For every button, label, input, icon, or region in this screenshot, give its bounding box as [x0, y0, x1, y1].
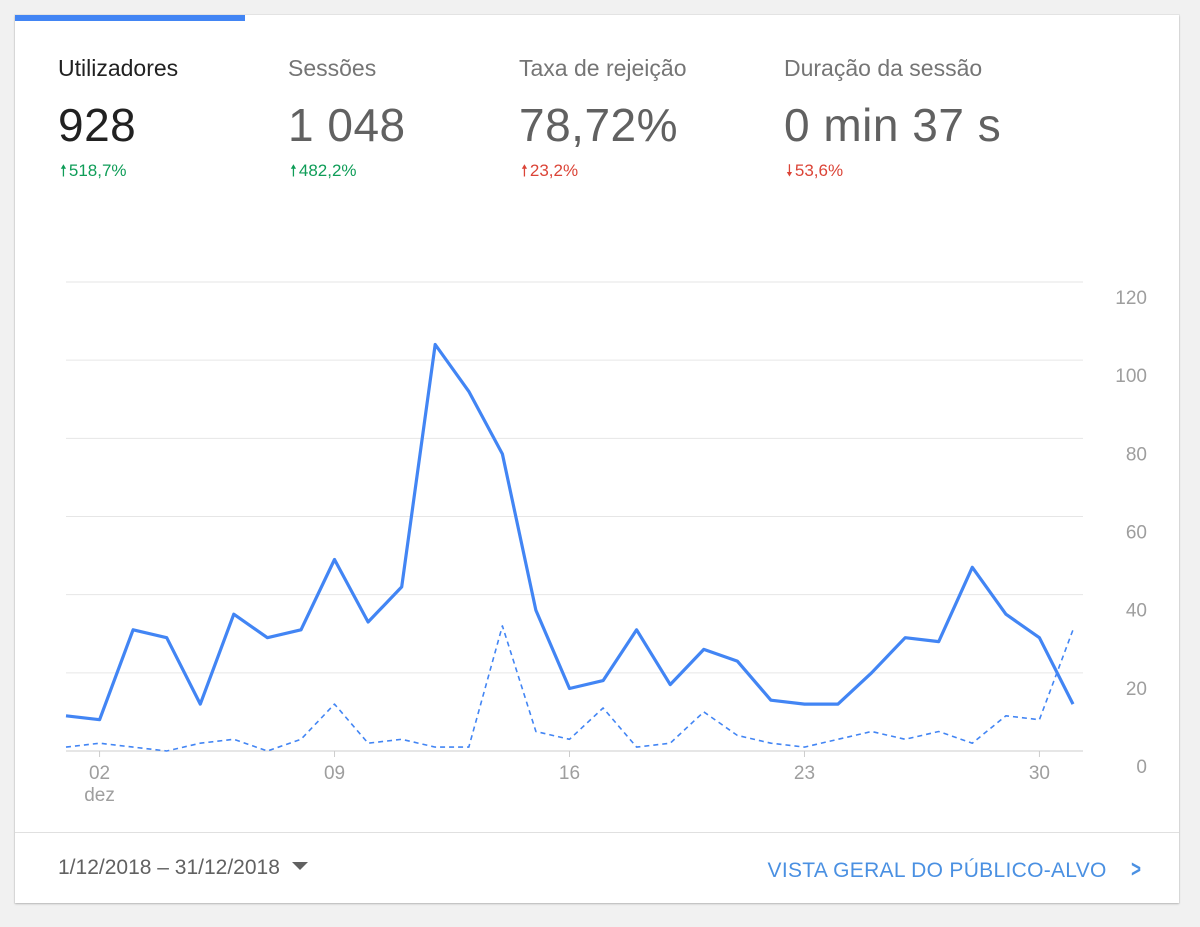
- x-tick-sublabel: dez: [84, 785, 115, 806]
- x-tick-label: 23: [794, 763, 815, 784]
- y-tick-label: 80: [1126, 444, 1147, 465]
- comparison-series-line: [65, 625, 1074, 752]
- metric-label: Utilizadores: [58, 55, 179, 81]
- caret-down-icon: [291, 862, 308, 870]
- metric-delta: 🠕 23,2%: [521, 160, 578, 187]
- audience-overview-link[interactable]: VISTA GERAL DO PÚBLICO-ALVO >: [768, 856, 1143, 884]
- arrow-up-icon: 🠕: [290, 163, 297, 180]
- audience-overview-card: Utilizadores 928 🠕 518,7% Sessões 1 048 🠕…: [15, 15, 1179, 903]
- y-tick-label: 40: [1126, 601, 1147, 622]
- y-tick-label: 120: [1115, 288, 1147, 309]
- users-line-chart: 0 20 40 60 80 100 120 02 dez 09 16 23 30: [15, 245, 1179, 815]
- audience-link-label: VISTA GERAL DO PÚBLICO-ALVO: [767, 859, 1107, 882]
- users-series-line: [65, 342, 1075, 722]
- metric-delta: 🠗 53,6%: [786, 160, 843, 187]
- y-tick-label: 100: [1115, 366, 1147, 387]
- metric-value: 1 048: [288, 99, 406, 151]
- delta-value: 53,6%: [794, 161, 844, 180]
- active-tab-indicator: [15, 15, 245, 21]
- metric-label: Taxa de rejeição: [519, 55, 687, 81]
- x-tick-label: 09: [324, 763, 345, 784]
- delta-value: 482,2%: [298, 161, 357, 180]
- x-tick-label: 16: [559, 763, 580, 784]
- arrow-up-icon: 🠕: [60, 163, 67, 180]
- metric-label: Sessões: [288, 55, 377, 81]
- date-range-selector[interactable]: 1/12/2018 – 31/12/2018: [58, 856, 308, 880]
- arrow-up-icon: 🠕: [521, 163, 528, 180]
- metric-delta: 🠕 518,7%: [60, 160, 127, 187]
- x-tick-label: 30: [1029, 763, 1050, 784]
- date-range-label: 1/12/2018 – 31/12/2018: [58, 856, 280, 879]
- metric-value: 78,72%: [519, 99, 679, 151]
- chevron-right-icon: >: [1130, 856, 1141, 883]
- metric-label: Duração da sessão: [784, 55, 983, 81]
- delta-value: 518,7%: [68, 161, 127, 180]
- x-tick-label: 02: [89, 763, 110, 784]
- metric-delta: 🠕 482,2%: [290, 160, 357, 187]
- y-tick-label: 0: [1136, 757, 1147, 778]
- metric-value: 928: [58, 99, 137, 151]
- arrow-down-icon: 🠗: [786, 163, 793, 180]
- y-tick-label: 60: [1126, 523, 1147, 544]
- footer-divider: [15, 832, 1179, 833]
- metric-value: 0 min 37 s: [784, 99, 1002, 151]
- delta-value: 23,2%: [529, 161, 579, 180]
- y-tick-label: 20: [1126, 679, 1147, 700]
